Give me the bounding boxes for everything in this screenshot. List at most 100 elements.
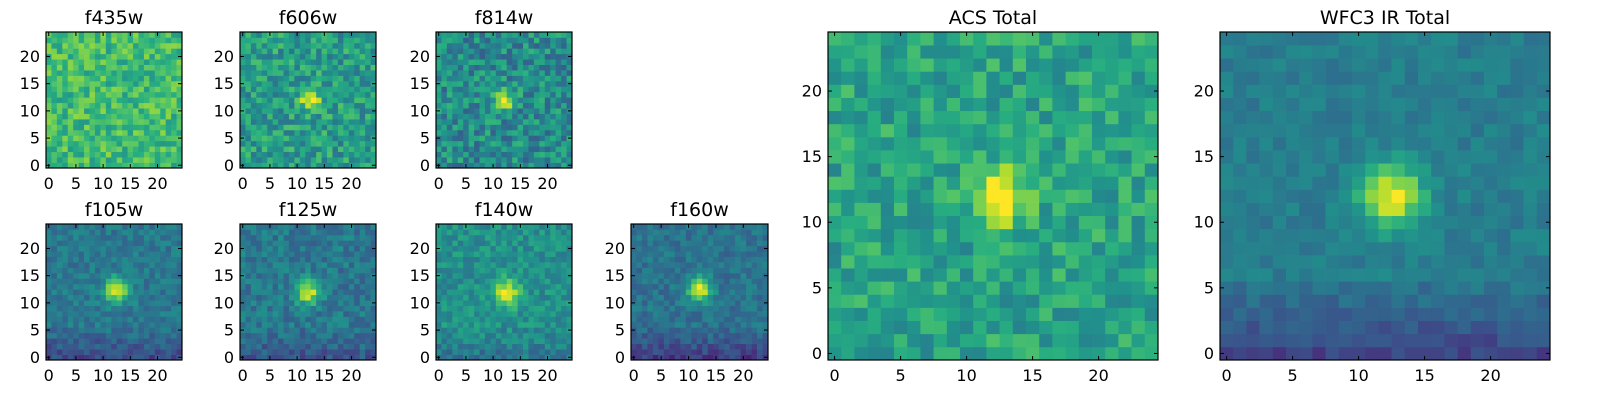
heatmap-cell (327, 48, 333, 55)
heatmap-cell (663, 349, 670, 355)
heatmap-cell (316, 48, 322, 55)
heatmap-cell (1052, 176, 1066, 190)
heatmap-cell (566, 251, 573, 257)
heatmap-cell (343, 311, 350, 317)
heatmap-cell (539, 42, 546, 49)
heatmap-cell (436, 113, 442, 120)
heatmap-cell (561, 86, 567, 93)
heatmap-cell (245, 283, 252, 290)
heatmap-cell (735, 278, 741, 285)
heatmap-cell (116, 108, 123, 114)
heatmap-cell (310, 64, 317, 71)
heatmap-cell (506, 129, 513, 136)
heatmap-cell (299, 316, 306, 323)
heatmap-cell (528, 289, 535, 296)
heatmap-cell (154, 272, 161, 279)
heatmap-cell (463, 53, 469, 60)
heatmap-cell (160, 316, 167, 323)
heatmap-cell (658, 229, 665, 236)
heatmap-cell (122, 316, 128, 323)
heatmap-cell (457, 162, 464, 169)
heatmap-cell (316, 300, 322, 306)
heatmap-cell (841, 241, 855, 256)
heatmap-cell (880, 176, 895, 190)
heatmap-cell (762, 224, 769, 230)
heatmap-cell (67, 224, 74, 230)
heatmap-cell (343, 294, 350, 301)
heatmap-cell (62, 321, 69, 328)
heatmap-cell (841, 176, 855, 190)
heatmap-cell (73, 53, 79, 60)
heatmap-cell (105, 42, 112, 49)
heatmap-cell (294, 53, 301, 60)
heatmap-cell (685, 289, 692, 296)
heatmap-cell (316, 32, 322, 38)
heatmap-cell (278, 48, 284, 55)
heatmap-cell (550, 278, 557, 285)
heatmap-cell (528, 86, 535, 93)
heatmap-cell (740, 289, 747, 296)
heatmap-cell (267, 146, 273, 153)
heatmap-cell (250, 251, 257, 257)
heatmap-cell (484, 272, 491, 279)
heatmap-cell (751, 316, 758, 323)
x-tick-label: 0 (629, 366, 639, 385)
heatmap-cell (1026, 320, 1040, 335)
heatmap-cell (658, 305, 665, 312)
heatmap-cell (550, 119, 557, 125)
heatmap-cell (84, 124, 90, 131)
heatmap-cell (474, 151, 480, 158)
heatmap-cell (729, 256, 736, 263)
heatmap-cell (261, 48, 268, 55)
heatmap-cell (138, 262, 145, 268)
heatmap-cell (316, 102, 322, 109)
heatmap-cell (713, 300, 720, 306)
heatmap-cell (746, 240, 752, 247)
heatmap-cell (310, 251, 317, 257)
heatmap-cell (73, 97, 79, 104)
heatmap-cell (267, 256, 273, 263)
heatmap-cell (490, 70, 497, 76)
heatmap-cell (528, 42, 535, 49)
heatmap-cell (713, 343, 720, 350)
heatmap-cell (669, 338, 676, 345)
heatmap-cell (724, 267, 730, 274)
heatmap-cell (533, 135, 540, 142)
heatmap-cell (713, 332, 720, 339)
heatmap-cell (735, 229, 741, 236)
heatmap-cell (100, 316, 107, 323)
heatmap-cell (278, 70, 284, 76)
heatmap-cell (100, 234, 107, 241)
heatmap-cell (474, 146, 480, 153)
heatmap-cell (348, 240, 355, 247)
heatmap-cell (920, 333, 934, 348)
heatmap-cell (294, 300, 301, 306)
heatmap-cell (517, 343, 524, 350)
heatmap-cell (528, 48, 535, 55)
heatmap-cell (517, 59, 524, 65)
heatmap-cell (240, 305, 246, 312)
heatmap-cell (299, 283, 306, 290)
heatmap-cell (539, 267, 546, 274)
heatmap-cell (310, 53, 317, 60)
heatmap-cell (272, 278, 279, 285)
heatmap-cell (305, 53, 312, 60)
heatmap-cell (105, 240, 112, 247)
heatmap-cell (658, 332, 665, 339)
heatmap-cell (67, 162, 74, 169)
heatmap-cell (122, 349, 128, 355)
heatmap-cell (299, 332, 306, 339)
heatmap-cell (370, 267, 377, 274)
heatmap-cell (512, 267, 518, 274)
heatmap-cell (1039, 176, 1053, 190)
heatmap-cell (566, 338, 573, 345)
heatmap-cell (250, 262, 257, 268)
heatmap-cell (165, 37, 172, 44)
heatmap-cell (337, 140, 344, 147)
heatmap-cell (283, 97, 290, 104)
heatmap-cell (165, 91, 172, 98)
heatmap-cell (986, 241, 1000, 256)
heatmap-cell (310, 354, 317, 361)
heatmap-cell (332, 42, 339, 49)
heatmap-cell (707, 278, 714, 285)
